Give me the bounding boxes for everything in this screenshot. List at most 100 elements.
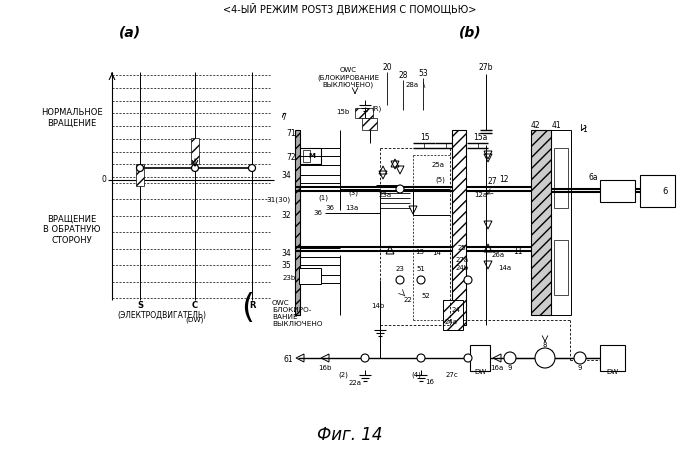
Text: C: C xyxy=(192,300,198,309)
Text: 22: 22 xyxy=(403,297,412,303)
Bar xyxy=(191,138,199,164)
Text: 1: 1 xyxy=(583,125,587,135)
Text: <4-ЫЙ РЕЖИМ POST3 ДВИЖЕНИЯ С ПОМОЩЬЮ>: <4-ЫЙ РЕЖИМ POST3 ДВИЖЕНИЯ С ПОМОЩЬЮ> xyxy=(223,3,476,15)
Circle shape xyxy=(504,352,516,364)
Text: (3): (3) xyxy=(348,190,358,196)
Bar xyxy=(443,300,463,330)
Circle shape xyxy=(396,185,404,193)
Text: ВРАЩЕНИЕ
В ОБРАТНУЮ
СТОРОНУ: ВРАЩЕНИЕ В ОБРАТНУЮ СТОРОНУ xyxy=(43,215,101,245)
Text: (4): (4) xyxy=(411,372,421,378)
Text: OWC
БЛОКИРО-
ВАНИЕ
ВЫКЛЮЧЕНО: OWC БЛОКИРО- ВАНИЕ ВЫКЛЮЧЕНО xyxy=(272,300,322,327)
Text: 25: 25 xyxy=(458,245,466,251)
Text: 24a: 24a xyxy=(445,319,458,325)
Text: OWC
(БЛОКИРОВАНИЕ
ВЫКЛЮЧЕНО): OWC (БЛОКИРОВАНИЕ ВЫКЛЮЧЕНО) xyxy=(317,67,379,88)
Text: 42: 42 xyxy=(530,121,540,130)
Text: (1): (1) xyxy=(318,195,328,201)
Circle shape xyxy=(535,348,555,368)
Bar xyxy=(600,345,625,371)
Text: 27a: 27a xyxy=(456,257,468,263)
Text: 28a: 28a xyxy=(406,82,419,88)
Text: R: R xyxy=(249,300,255,309)
Text: DW: DW xyxy=(474,369,486,375)
Text: (5): (5) xyxy=(435,177,445,183)
Text: 11: 11 xyxy=(513,247,523,256)
Text: 27c: 27c xyxy=(446,372,459,378)
Circle shape xyxy=(396,276,404,284)
Circle shape xyxy=(417,276,425,284)
Text: 25a: 25a xyxy=(432,162,445,168)
Text: S: S xyxy=(137,300,143,309)
Text: 7: 7 xyxy=(282,112,287,121)
Text: (R): (R) xyxy=(371,106,381,112)
Circle shape xyxy=(464,276,472,284)
Text: 27: 27 xyxy=(487,178,497,187)
Bar xyxy=(362,118,377,130)
Bar xyxy=(470,345,490,371)
Text: 32: 32 xyxy=(282,211,291,220)
Text: 28: 28 xyxy=(398,71,408,79)
Text: 16a: 16a xyxy=(491,365,503,371)
Bar xyxy=(355,108,373,118)
Text: 9: 9 xyxy=(578,365,582,371)
Text: 20: 20 xyxy=(382,63,392,72)
Text: 13a: 13a xyxy=(345,205,359,211)
Circle shape xyxy=(574,352,586,364)
Text: DW: DW xyxy=(606,369,618,375)
Text: \: \ xyxy=(423,82,425,88)
Text: 15: 15 xyxy=(420,134,430,143)
Text: M: M xyxy=(308,153,315,159)
Bar xyxy=(303,150,310,162)
Text: 72: 72 xyxy=(287,154,296,163)
Bar xyxy=(600,180,635,202)
Text: 16: 16 xyxy=(426,379,435,385)
Circle shape xyxy=(464,354,472,362)
Text: 23b: 23b xyxy=(283,275,296,281)
Bar xyxy=(299,268,321,284)
Text: 14a: 14a xyxy=(498,265,512,271)
Circle shape xyxy=(249,164,256,172)
Text: 16b: 16b xyxy=(318,365,332,371)
Text: 41: 41 xyxy=(552,121,561,130)
Text: Фиг. 14: Фиг. 14 xyxy=(317,426,382,444)
Text: 13: 13 xyxy=(415,249,424,255)
Bar xyxy=(299,148,321,164)
Text: (DW): (DW) xyxy=(186,317,204,323)
Text: 53: 53 xyxy=(418,68,428,77)
Text: 52: 52 xyxy=(421,293,431,299)
Bar xyxy=(554,240,568,295)
Text: 12a: 12a xyxy=(475,192,488,198)
Text: 12: 12 xyxy=(499,175,509,184)
Text: 23: 23 xyxy=(396,266,405,272)
Text: 23a: 23a xyxy=(378,192,391,198)
Text: (2): (2) xyxy=(338,372,348,378)
Bar xyxy=(640,175,675,207)
Bar xyxy=(295,130,300,315)
Circle shape xyxy=(136,164,143,172)
Text: НОРМАЛЬНОЕ
ВРАЩЕНИЕ: НОРМАЛЬНОЕ ВРАЩЕНИЕ xyxy=(41,108,103,128)
Bar xyxy=(136,164,144,186)
Text: 6: 6 xyxy=(663,187,668,196)
Text: 36: 36 xyxy=(326,205,335,211)
Text: 26a: 26a xyxy=(491,252,505,258)
Bar xyxy=(551,130,571,315)
Text: 27b: 27b xyxy=(479,63,493,72)
Text: 24: 24 xyxy=(452,307,461,313)
Text: 35: 35 xyxy=(281,260,291,270)
Text: 51: 51 xyxy=(417,266,426,272)
Text: (ЭЛЕКТРОДВИГАТЕЛЬ): (ЭЛЕКТРОДВИГАТЕЛЬ) xyxy=(117,310,206,319)
Text: 14b: 14b xyxy=(371,303,384,309)
Bar xyxy=(452,130,466,325)
Text: 71: 71 xyxy=(286,129,296,138)
Text: 6a: 6a xyxy=(589,173,598,182)
Text: 14: 14 xyxy=(433,250,442,256)
Text: 9: 9 xyxy=(507,365,512,371)
Text: 22a: 22a xyxy=(349,380,361,386)
Text: 61: 61 xyxy=(283,356,293,365)
Text: 15a: 15a xyxy=(473,134,487,143)
Text: (: ( xyxy=(241,291,254,324)
Bar xyxy=(554,148,568,208)
Text: 31(30): 31(30) xyxy=(267,197,291,203)
Circle shape xyxy=(192,164,199,172)
Text: 24b: 24b xyxy=(456,265,468,271)
Text: (a): (a) xyxy=(119,25,141,39)
